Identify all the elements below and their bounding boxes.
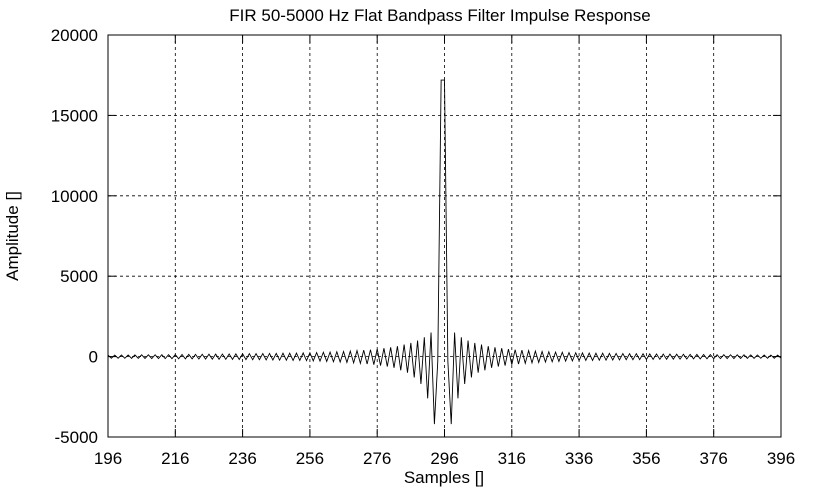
x-tick-label: 216 — [161, 449, 189, 468]
x-tick-label: 256 — [296, 449, 324, 468]
x-tick-label: 316 — [498, 449, 526, 468]
y-tick-label: -5000 — [55, 428, 98, 447]
y-tick-label: 15000 — [51, 106, 98, 125]
x-tick-label: 276 — [363, 449, 391, 468]
x-tick-label: 376 — [700, 449, 728, 468]
x-tick-label: 296 — [430, 449, 458, 468]
y-tick-label: 5000 — [60, 267, 98, 286]
x-tick-label: 196 — [94, 449, 122, 468]
y-tick-label: 20000 — [51, 26, 98, 45]
x-tick-label: 396 — [767, 449, 795, 468]
x-tick-label: 356 — [632, 449, 660, 468]
y-axis-label: Amplitude [] — [3, 191, 22, 281]
line-series — [107, 79, 782, 425]
plot-frame — [107, 34, 782, 438]
y-tick-label: 10000 — [51, 187, 98, 206]
x-tick-label: 336 — [565, 449, 593, 468]
y-tick-label: 0 — [89, 348, 98, 367]
x-tick-label: 236 — [228, 449, 256, 468]
x-axis-label: Samples [] — [404, 468, 484, 487]
chart-title: FIR 50-5000 Hz Flat Bandpass Filter Impu… — [229, 6, 650, 25]
